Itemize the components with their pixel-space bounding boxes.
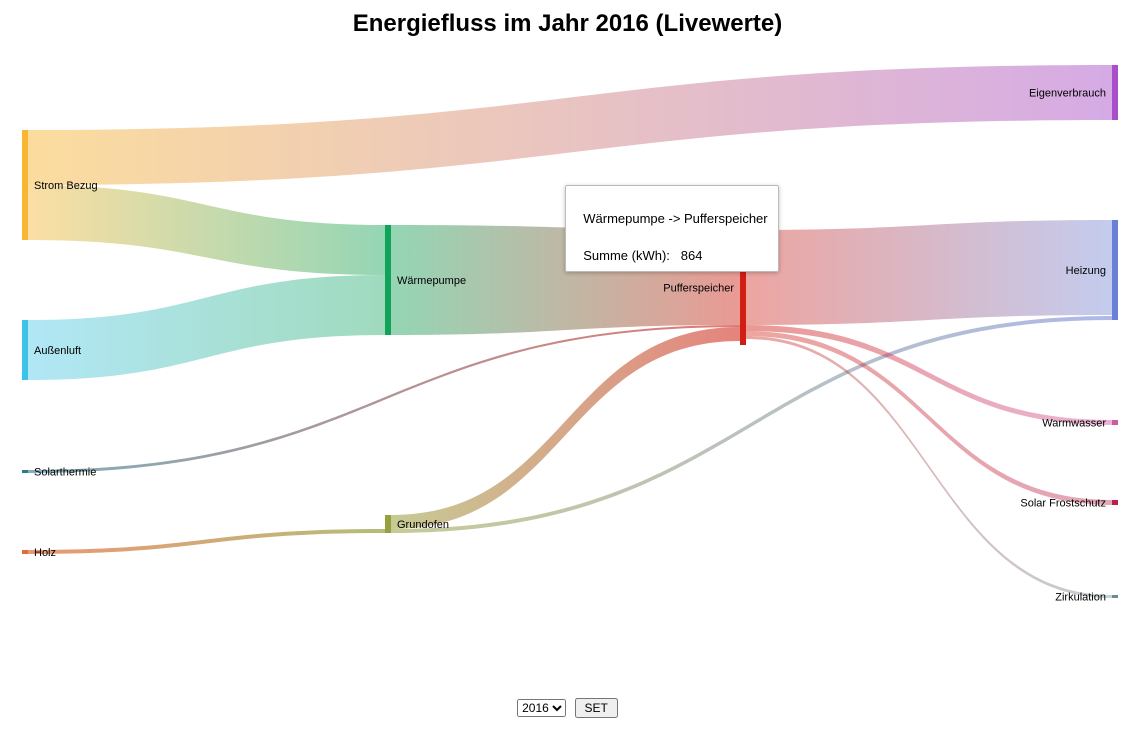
sankey-node-label: Solarthermie (34, 467, 96, 479)
year-select[interactable]: 2016 (517, 699, 566, 717)
sankey-node[interactable] (1112, 595, 1118, 598)
sankey-node[interactable] (22, 470, 28, 473)
sankey-node[interactable] (1112, 65, 1118, 120)
sankey-node-label: Holz (34, 547, 56, 559)
sankey-node-label: Warmwasser (1042, 418, 1106, 430)
controls-bar: 2016 SET (0, 698, 1135, 718)
sankey-link[interactable] (28, 275, 385, 380)
sankey-node[interactable] (1112, 420, 1118, 425)
sankey-node-label: Solar Frostschutz (1020, 498, 1106, 510)
sankey-node-label: Zirkulation (1055, 592, 1106, 604)
set-button[interactable]: SET (575, 698, 618, 718)
sankey-chart: Strom Bezug Außenluft Solarthermie Holz Wärm… (0, 50, 1135, 670)
sankey-node[interactable] (385, 515, 391, 533)
tooltip-line2-value: 864 (681, 248, 703, 263)
sankey-node[interactable] (22, 130, 28, 240)
sankey-node[interactable] (1112, 500, 1118, 505)
sankey-node[interactable] (22, 320, 28, 380)
sankey-link[interactable] (391, 316, 1112, 533)
sankey-tooltip: Wärmepumpe -> Pufferspeicher Summe (kWh)… (565, 185, 779, 272)
sankey-node[interactable] (1112, 220, 1118, 320)
sankey-link[interactable] (28, 65, 1112, 185)
sankey-node-label: Heizung (1066, 265, 1106, 277)
sankey-link[interactable] (28, 185, 385, 275)
sankey-link[interactable] (28, 529, 385, 554)
tooltip-line2-label: Summe (kWh): (583, 248, 670, 263)
sankey-link[interactable] (746, 220, 1112, 325)
sankey-node-label: Außenluft (34, 345, 81, 357)
sankey-node-label: Grundofen (397, 519, 449, 531)
sankey-node[interactable] (385, 225, 391, 335)
sankey-link[interactable] (391, 327, 740, 529)
sankey-node[interactable] (22, 550, 28, 554)
chart-title: Energiefluss im Jahr 2016 (Livewerte) (0, 10, 1135, 38)
sankey-node-label: Wärmepumpe (397, 275, 466, 287)
sankey-node-label: Pufferspeicher (663, 283, 734, 295)
sankey-node-label: Strom Bezug (34, 180, 98, 192)
sankey-node-label: Eigenverbrauch (1029, 88, 1106, 100)
tooltip-line1: Wärmepumpe -> Pufferspeicher (583, 211, 767, 226)
